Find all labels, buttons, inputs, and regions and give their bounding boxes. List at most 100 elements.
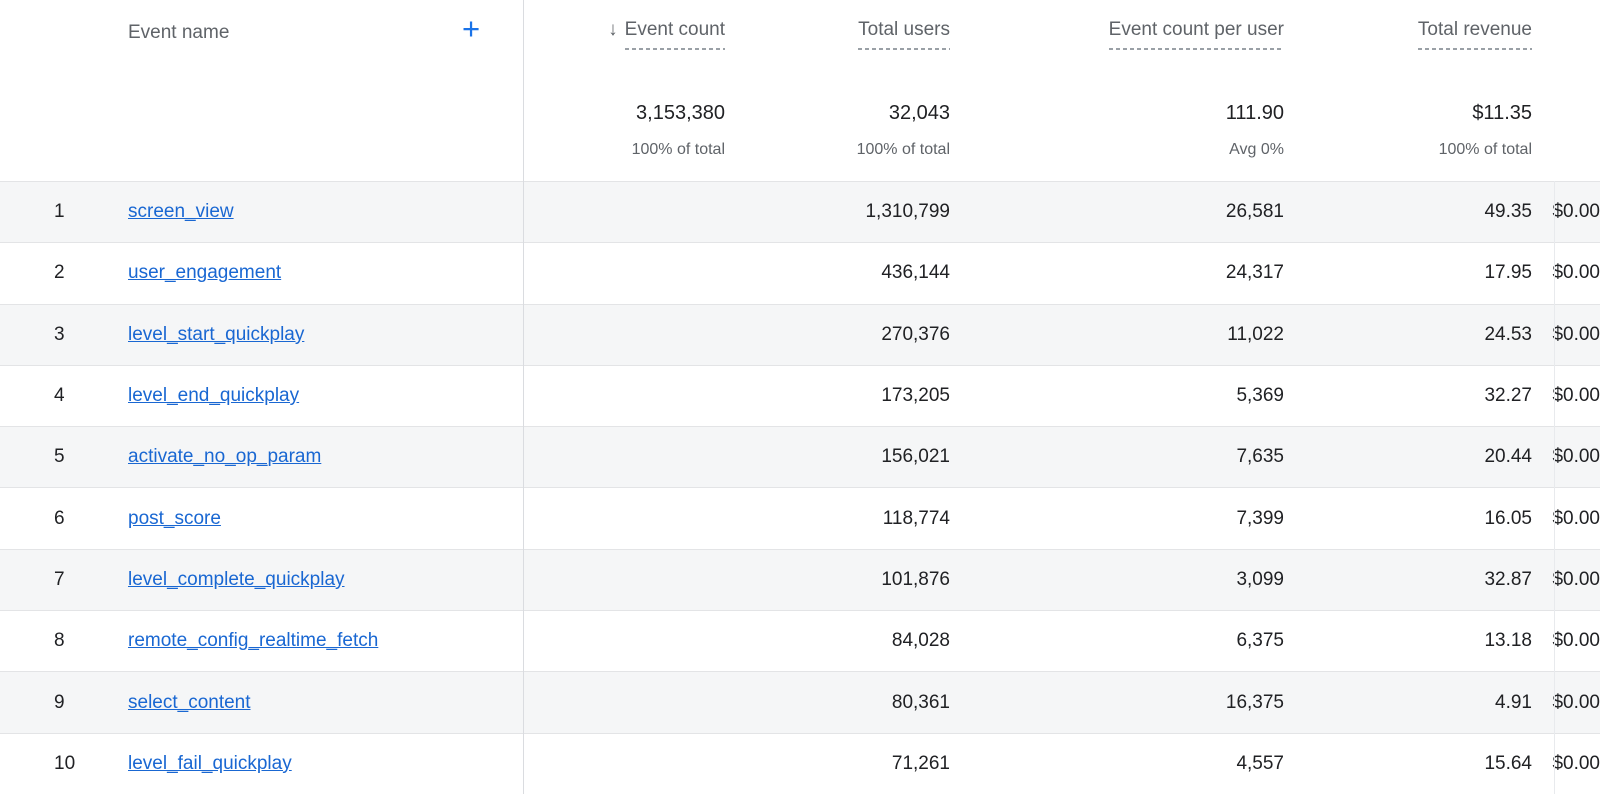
event-name-link[interactable]: level_end_quickplay [128, 385, 300, 407]
event-count-per-user-value: 32.87 [1484, 568, 1532, 590]
total-users-value: 11,022 [1227, 323, 1284, 345]
event-name-cell: level_complete_quickplay [128, 569, 725, 591]
column-header-event-count-per-user[interactable]: Event count per user [1108, 19, 1284, 50]
event-name-column-label: Event name [128, 22, 230, 43]
event-count-per-user-total: 111.90 [1225, 102, 1284, 124]
event-name-cell: level_fail_quickplay [128, 753, 725, 775]
event-name-link[interactable]: select_content [128, 691, 251, 713]
total-users-value: 5,369 [1236, 385, 1284, 407]
sort-descending-icon: ↓ [608, 19, 618, 40]
event-count-per-user-value: 16.05 [1484, 507, 1532, 529]
event-count-value: 156,021 [881, 446, 950, 468]
event-count-per-user-value: 49.35 [1484, 201, 1532, 223]
table-row: 5 activate_no_op_param 156,021 7,635 20.… [0, 426, 1600, 488]
column-header-label: Event count per user [1108, 19, 1284, 50]
table-row: 6 post_score 118,774 7,399 16.05 $0.00 [0, 487, 1600, 549]
event-name-cell: activate_no_op_param [128, 446, 725, 468]
add-comparison-button[interactable]: + [462, 11, 481, 46]
event-count-per-user-value: 32.27 [1484, 385, 1532, 407]
table-row: 1 screen_view 1,310,799 26,581 49.35 $0.… [0, 181, 1600, 243]
row-index: 6 [54, 507, 65, 529]
row-index: 2 [54, 262, 65, 284]
event-count-value: 101,876 [881, 568, 950, 590]
total-users-value: 7,399 [1236, 507, 1284, 529]
row-index: 1 [54, 201, 65, 223]
table-row: 10 level_fail_quickplay 71,261 4,557 15.… [0, 732, 1600, 794]
event-name-cell: level_start_quickplay [128, 324, 725, 346]
table-right-border [1554, 181, 1555, 794]
total-revenue-value: $0.00 [1552, 691, 1600, 713]
event-count-per-user-value: 24.53 [1484, 323, 1532, 345]
event-name-link[interactable]: activate_no_op_param [128, 446, 322, 468]
total-revenue-value: $0.00 [1552, 446, 1600, 468]
event-name-cell: level_end_quickplay [128, 385, 725, 407]
event-name-cell: user_engagement [128, 262, 725, 284]
row-index: 7 [54, 568, 65, 590]
event-name-cell: screen_view [128, 201, 725, 223]
row-index: 8 [54, 630, 65, 652]
event-count-subtotal-label: 100% of total [631, 141, 725, 158]
event-count-per-user-avg-label: Avg 0% [1229, 141, 1284, 158]
table-row: 2 user_engagement 436,144 24,317 17.95 $… [0, 242, 1600, 304]
event-name-cell: select_content [128, 692, 725, 714]
event-name-link[interactable]: screen_view [128, 201, 234, 223]
event-count-per-user-value: 20.44 [1484, 446, 1532, 468]
total-users-value: 16,375 [1225, 691, 1284, 713]
row-index: 5 [54, 446, 65, 468]
event-name-cell: remote_config_realtime_fetch [128, 630, 725, 652]
event-name-link[interactable]: post_score [128, 507, 221, 529]
event-count-value: 270,376 [881, 323, 950, 345]
event-name-link[interactable]: level_fail_quickplay [128, 752, 292, 774]
column-header-event-count[interactable]: ↓ Event count [608, 19, 725, 50]
column-header-total-users[interactable]: Total users [858, 19, 950, 50]
table-header: Event name + ↓ Event count Total users Ev… [0, 0, 1600, 181]
event-count-value: 84,028 [891, 630, 950, 652]
event-count-total: 3,153,380 [636, 102, 725, 124]
event-name-link[interactable]: level_start_quickplay [128, 323, 305, 345]
event-count-per-user-value: 4.91 [1495, 691, 1532, 713]
event-name-link[interactable]: user_engagement [128, 262, 282, 284]
total-revenue-value: $0.00 [1552, 262, 1600, 284]
row-index: 9 [54, 691, 65, 713]
table-row: 7 level_complete_quickplay 101,876 3,099… [0, 548, 1600, 611]
table-row: 8 remote_config_realtime_fetch 84,028 6,… [0, 610, 1600, 672]
total-revenue-value: $0.00 [1552, 630, 1600, 652]
event-count-per-user-value: 17.95 [1484, 262, 1532, 284]
total-users-value: 3,099 [1236, 568, 1284, 590]
event-count-value: 1,310,799 [865, 201, 950, 223]
total-revenue-value: $0.00 [1552, 568, 1600, 590]
total-revenue-value: $0.00 [1552, 385, 1600, 407]
table-row: 9 select_content 80,361 16,375 4.91 $0.0… [0, 671, 1600, 733]
event-count-value: 436,144 [881, 262, 950, 284]
table-body: 1 screen_view 1,310,799 26,581 49.35 $0.… [0, 181, 1600, 794]
column-divider [523, 0, 524, 794]
total-revenue-total: $11.35 [1472, 102, 1532, 124]
total-revenue-subtotal-label: 100% of total [1438, 141, 1532, 158]
column-header-label: Total users [858, 19, 950, 50]
total-revenue-value: $0.00 [1552, 507, 1600, 529]
event-name-cell: post_score [128, 508, 725, 530]
column-header-total-revenue[interactable]: Total revenue [1417, 19, 1532, 50]
event-count-value: 71,261 [891, 752, 950, 774]
event-count-value: 80,361 [891, 691, 950, 713]
total-users-value: 26,581 [1225, 201, 1284, 223]
table-row: 3 level_start_quickplay 270,376 11,022 2… [0, 303, 1600, 365]
total-users-value: 24,317 [1225, 262, 1284, 284]
total-users-value: 6,375 [1236, 630, 1284, 652]
event-name-link[interactable]: level_complete_quickplay [128, 568, 345, 590]
event-count-per-user-value: 13.18 [1484, 630, 1532, 652]
total-revenue-value: $0.00 [1552, 752, 1600, 774]
total-revenue-value: $0.00 [1552, 323, 1600, 345]
row-index: 4 [54, 385, 65, 407]
event-count-value: 173,205 [881, 385, 950, 407]
event-name-link[interactable]: remote_config_realtime_fetch [128, 630, 379, 652]
total-revenue-value: $0.00 [1552, 201, 1600, 223]
row-index: 3 [54, 323, 65, 345]
column-header-label: Event count [624, 19, 725, 50]
column-header-label: Total revenue [1417, 19, 1532, 50]
total-users-value: 4,557 [1236, 752, 1284, 774]
total-users-value: 7,635 [1236, 446, 1284, 468]
total-users-total: 32,043 [888, 102, 950, 124]
total-users-subtotal-label: 100% of total [856, 141, 950, 158]
event-count-value: 118,774 [882, 507, 950, 529]
